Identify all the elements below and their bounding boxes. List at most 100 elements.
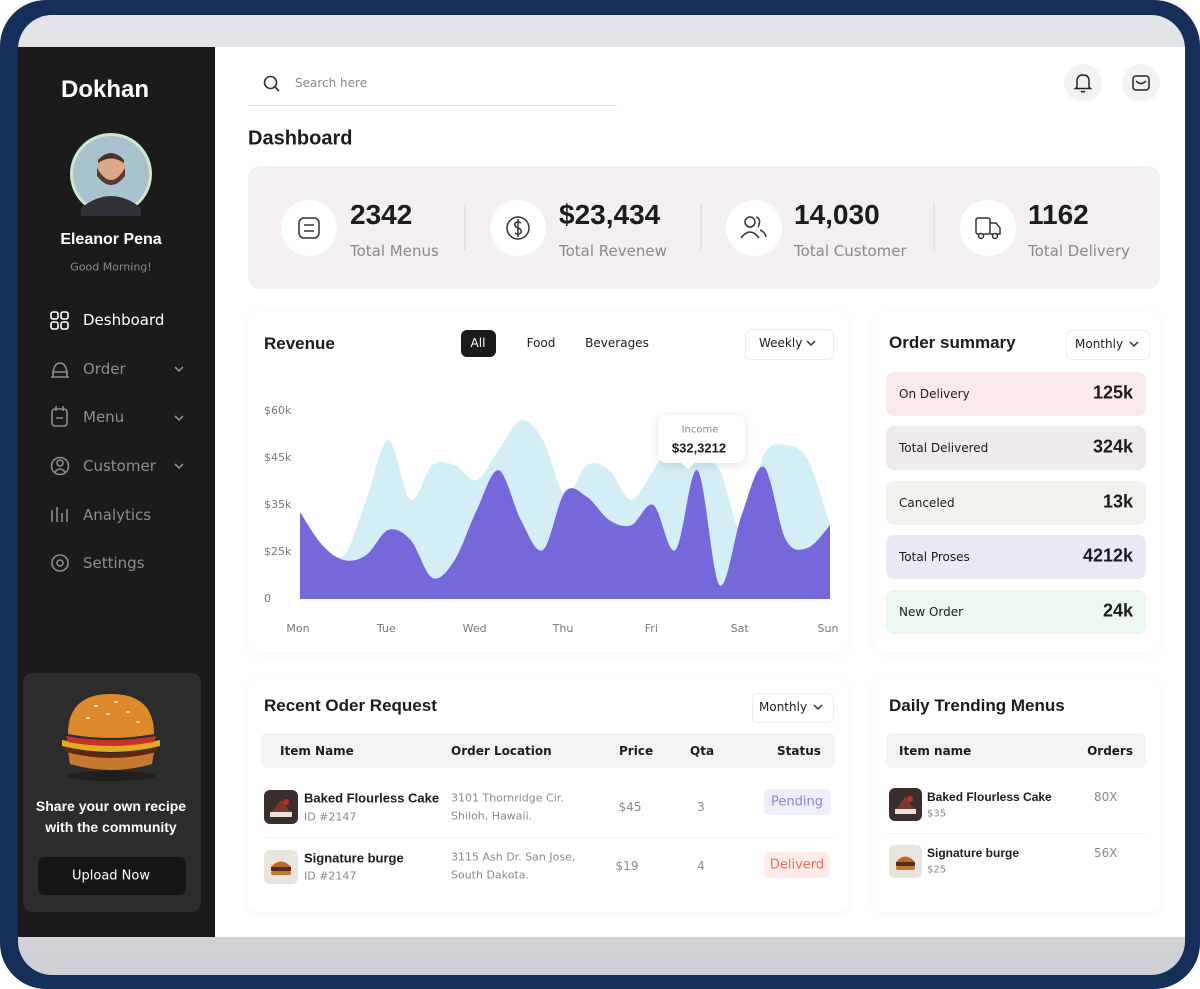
nav-item[interactable]: Analytics (83, 506, 152, 524)
y-tick-label: $25k (264, 545, 292, 558)
greeting: Good Morning! (70, 260, 152, 274)
y-tick-label: $35k (264, 498, 292, 511)
item-name: Baked Flourless Cake (927, 790, 1052, 804)
nav-icons (50, 311, 184, 572)
stat-label: Total Revenew (559, 242, 667, 260)
summary-row (886, 481, 1146, 525)
promo-text: Share your own recipe (35, 798, 187, 814)
revenue-chart: 0 $25k $35k $45k $60k Mon Tue Wed Thu Fri Sat Sun (264, 404, 839, 635)
card-title: Revenue (264, 334, 335, 353)
filter[interactable]: Beverages (585, 336, 649, 350)
column-header: Status (777, 744, 821, 758)
summary-label: New Order (899, 605, 964, 619)
x-tick-label: Sun (818, 622, 839, 635)
filter-active[interactable] (461, 330, 496, 357)
x-tick-label: Tue (376, 622, 396, 635)
column-header: Item Name (280, 744, 354, 758)
filter[interactable]: All (470, 336, 486, 350)
summary-value: 24k (1102, 600, 1133, 621)
card-title: Recent Oder Request (264, 696, 437, 715)
column-header: Qta (690, 744, 715, 758)
period-label[interactable]: Monthly (759, 700, 808, 714)
item-price: $25 (927, 864, 947, 876)
status: Deliverd (769, 857, 825, 873)
summary-row (886, 426, 1146, 470)
area (300, 466, 830, 599)
stat-value: $23,434 (559, 199, 661, 230)
table-header (886, 733, 1146, 768)
orders-count: 56X (1094, 846, 1118, 860)
stat-label: Total Menus (350, 242, 439, 260)
item-id: ID #2147 (304, 869, 357, 883)
orders-count: 80X (1094, 790, 1118, 804)
status-badge (764, 789, 831, 815)
nav-item[interactable]: Order (83, 360, 126, 378)
card-title: Daily Trending Menus (889, 696, 1065, 715)
upload-button[interactable] (38, 857, 186, 895)
summary-label: Total Proses (899, 550, 970, 564)
nav-item[interactable]: Customer (83, 457, 156, 475)
chevron (813, 704, 823, 711)
avatar (70, 133, 152, 216)
burger-image (62, 694, 160, 781)
stats-icons (281, 200, 1016, 256)
tooltip-value: $32,3212 (671, 440, 727, 456)
upload-button-label[interactable]: Upload Now (72, 868, 150, 884)
summary-value: 324k (1092, 436, 1133, 457)
period-label[interactable]: Monthly (1075, 337, 1124, 351)
location: Shiloh, Hawaii. (451, 809, 533, 823)
chevron (1129, 341, 1139, 348)
stat-label: Total Delivery (1028, 242, 1131, 260)
x-tick-label: Mon (286, 622, 309, 635)
price: $19 (615, 859, 639, 873)
x-tick-label: Thu (552, 622, 574, 635)
period-dropdown[interactable] (752, 693, 834, 723)
recent-orders-card (248, 677, 848, 912)
status-badge (764, 852, 830, 878)
location: 3115 Ash Dr. San Jose, (451, 850, 576, 864)
header-icons[interactable] (1063, 63, 1163, 103)
item-name: Signature burge (304, 850, 404, 866)
quantity: 4 (697, 859, 705, 873)
promo-text: with the community (45, 819, 177, 835)
item-name: Signature burge (927, 846, 1020, 860)
item-id: ID #2147 (304, 810, 357, 824)
location: 3101 Thornridge Cir. (451, 791, 564, 805)
location: South Dakota. (451, 868, 529, 882)
item-thumbnail (264, 850, 298, 884)
nav-item[interactable]: Menu (83, 408, 125, 426)
tooltip-pointer (680, 462, 696, 469)
search-input[interactable]: Search here (295, 76, 368, 90)
item-price: $35 (927, 808, 947, 820)
stat-value: 14,030 (794, 199, 880, 230)
stat-label: Total Customer (794, 242, 907, 260)
period-label[interactable]: Weekly (759, 336, 803, 350)
search-icon (263, 75, 280, 92)
filter[interactable]: Food (526, 336, 556, 350)
period-dropdown[interactable] (745, 329, 834, 360)
x-tick-label: Fri (645, 622, 658, 635)
item-thumbnail (889, 845, 922, 878)
price: $45 (618, 800, 642, 814)
nav-item[interactable]: Settings (83, 554, 145, 572)
summary-row (886, 535, 1146, 579)
brand: Dokhan (60, 76, 150, 103)
item-thumbnail (264, 790, 298, 824)
item-thumbnail (889, 788, 922, 821)
y-tick-label: $45k (264, 451, 292, 464)
summary-value: 125k (1092, 382, 1133, 403)
summary-label: On Delivery (899, 387, 970, 401)
card-title: Order summary (889, 333, 1016, 352)
nav-item[interactable]: Deshboard (83, 311, 165, 329)
status: Pending (771, 794, 823, 810)
column-header: Orders (1087, 744, 1133, 758)
summary-row (886, 590, 1146, 634)
column-header: Item name (899, 744, 972, 758)
y-tick-label: 0 (264, 592, 271, 605)
summary-value: 4212k (1082, 545, 1133, 566)
tooltip-label: Income (681, 424, 719, 436)
summary-label: Canceled (899, 496, 955, 510)
stat-value: 1162 (1028, 199, 1089, 230)
summary-row (886, 372, 1146, 416)
